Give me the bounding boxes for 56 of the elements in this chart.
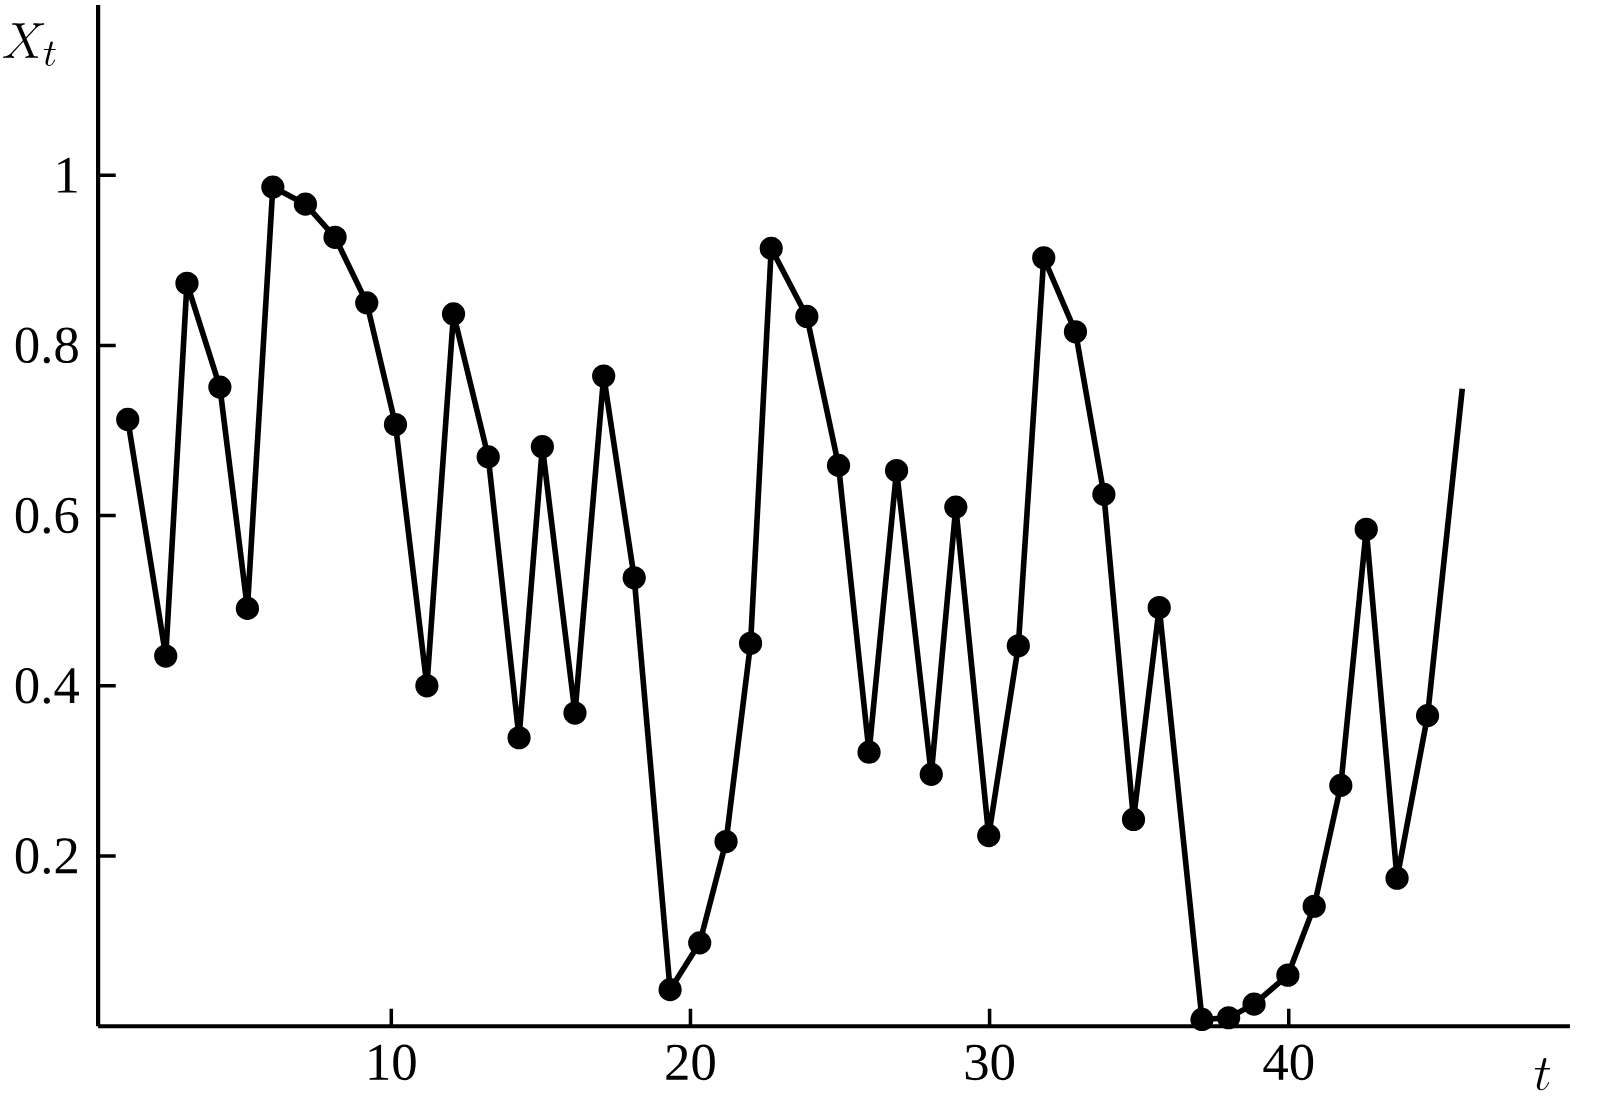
- point: [208, 375, 232, 399]
- point: [1147, 595, 1171, 619]
- point: [1329, 773, 1353, 797]
- point: [1302, 894, 1326, 918]
- point: [1242, 992, 1266, 1016]
- x-axis-title: $t$: [1534, 1057, 1551, 1091]
- point: [1415, 703, 1440, 728]
- point: [622, 565, 646, 590]
- point: [977, 823, 1001, 848]
- point: [563, 701, 587, 725]
- point: [1385, 866, 1409, 890]
- point: [1190, 1007, 1214, 1031]
- point: [441, 302, 466, 326]
- point: [476, 445, 500, 469]
- y-tick-label: 0.2: [15, 837, 77, 874]
- point: [944, 495, 968, 519]
- point: [154, 644, 178, 668]
- point: [795, 304, 819, 328]
- x-tick-label: 30: [965, 1044, 1014, 1080]
- point: [530, 434, 554, 459]
- point: [175, 271, 199, 295]
- point: [714, 829, 738, 854]
- point: [507, 725, 531, 750]
- x-tick-label: 40: [1263, 1044, 1314, 1080]
- point: [383, 412, 408, 436]
- point: [738, 631, 763, 655]
- point: [355, 291, 379, 315]
- y-tick-label: 1: [58, 157, 77, 193]
- point: [759, 236, 783, 260]
- point: [415, 674, 439, 698]
- point: [1032, 245, 1056, 270]
- point: [592, 364, 616, 388]
- point: [235, 596, 260, 620]
- point: [919, 762, 943, 786]
- point: [857, 740, 881, 764]
- point: [1121, 807, 1146, 831]
- y-axis-title: $X_t$: [3, 23, 56, 66]
- point: [293, 192, 318, 216]
- point: [1092, 482, 1116, 506]
- point: [1063, 319, 1088, 344]
- point: [688, 931, 712, 955]
- point: [1354, 517, 1378, 541]
- point: [826, 453, 851, 477]
- point: [658, 977, 682, 1002]
- point: [884, 458, 909, 482]
- x-tick-label: 20: [666, 1044, 715, 1080]
- point: [323, 225, 347, 249]
- x-tick-label: 10: [369, 1044, 416, 1080]
- point: [261, 175, 285, 199]
- y-tick-label: 0.4: [15, 667, 79, 704]
- y-tick-label: 0.8: [15, 327, 78, 364]
- point: [1276, 963, 1300, 987]
- point: [1006, 634, 1030, 658]
- y-tick-label: 0.6: [15, 497, 79, 534]
- point: [1217, 1005, 1241, 1030]
- point: [116, 407, 140, 431]
